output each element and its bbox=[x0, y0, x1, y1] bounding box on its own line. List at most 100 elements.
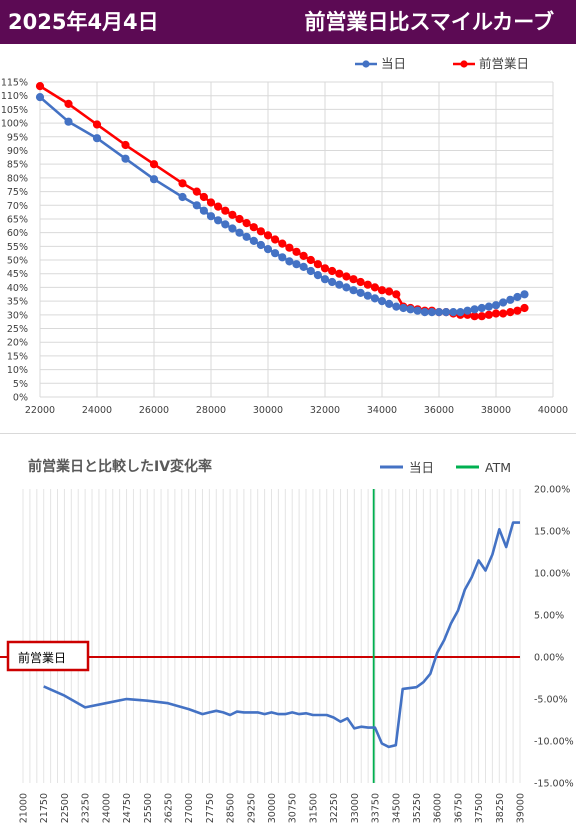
data-point bbox=[271, 249, 280, 258]
y-tick-label: 0% bbox=[13, 393, 28, 404]
data-point bbox=[285, 243, 294, 252]
data-point bbox=[506, 308, 515, 317]
data-point bbox=[385, 287, 394, 296]
y-tick-label: 5.00% bbox=[534, 611, 564, 622]
data-point bbox=[235, 228, 244, 237]
data-point bbox=[64, 117, 73, 126]
data-point bbox=[256, 227, 265, 236]
data-point bbox=[292, 247, 301, 256]
data-point bbox=[306, 255, 315, 265]
data-point bbox=[299, 262, 308, 271]
data-point bbox=[242, 232, 251, 241]
data-point bbox=[349, 286, 358, 295]
data-point bbox=[306, 266, 315, 276]
data-point bbox=[513, 306, 522, 315]
x-tick-label: 38250 bbox=[495, 793, 506, 823]
x-tick-label: 36000 bbox=[433, 793, 444, 823]
x-tick-label: 32000 bbox=[310, 405, 340, 416]
x-tick-label: 27000 bbox=[184, 793, 195, 823]
y-tick-label: 0.00% bbox=[534, 653, 564, 664]
series-line-today bbox=[39, 96, 525, 314]
y-tick-label: 80% bbox=[7, 173, 28, 184]
data-point bbox=[221, 206, 230, 215]
data-point bbox=[313, 260, 322, 269]
x-tick-label: 31500 bbox=[308, 793, 319, 823]
annotation-box bbox=[6, 640, 90, 672]
data-point bbox=[420, 308, 429, 317]
data-point bbox=[199, 192, 208, 202]
data-point bbox=[256, 240, 265, 250]
data-point bbox=[377, 286, 387, 295]
x-tick-label: 22000 bbox=[25, 405, 55, 416]
iv-change-chart: 前営業日と比較したIV変化率 -15.00% -10.00% -5.00% 0.00% 5… bbox=[0, 458, 574, 823]
y-tick-label: 90% bbox=[7, 146, 28, 157]
y-tick-label: 60% bbox=[7, 228, 28, 239]
y-tick-label: 10.00% bbox=[534, 569, 570, 580]
series-line-today bbox=[43, 521, 520, 749]
data-point bbox=[449, 308, 458, 317]
x-tick-label: 29250 bbox=[246, 793, 257, 823]
x-tick-label: 23250 bbox=[81, 793, 92, 823]
y-tick-label: 25% bbox=[7, 324, 28, 335]
data-point bbox=[335, 269, 344, 278]
data-point bbox=[456, 308, 465, 317]
y-tick-label: 75% bbox=[7, 187, 28, 198]
x-tick-label: 24000 bbox=[101, 793, 112, 823]
data-point bbox=[520, 290, 529, 299]
data-point bbox=[491, 309, 501, 318]
data-point bbox=[491, 301, 501, 310]
data-point bbox=[263, 231, 273, 240]
x-tick-label: 26250 bbox=[164, 793, 175, 823]
data-point bbox=[363, 280, 372, 289]
x-tick-label: 33750 bbox=[371, 793, 382, 823]
y-tick-label: 35% bbox=[7, 297, 28, 308]
x-tick-label: 25500 bbox=[143, 793, 154, 823]
x-tick-label: 28500 bbox=[226, 793, 237, 823]
x-tick-label: 30750 bbox=[288, 793, 299, 823]
section-divider bbox=[0, 433, 576, 434]
y-tick-label: 40% bbox=[7, 283, 28, 294]
data-point bbox=[292, 260, 301, 269]
data-point bbox=[214, 202, 223, 211]
smile-curve-chart: 0% 5% 10% 15% 20% 25% 30% 35% 40% 45% 50% 55% 60% 65%… bbox=[1, 56, 568, 416]
y-tick-label: 45% bbox=[7, 269, 28, 280]
legend-label: 当日 bbox=[409, 460, 434, 475]
data-point bbox=[392, 290, 401, 299]
y-tick-label: 20.00% bbox=[534, 485, 570, 496]
legend-label: 当日 bbox=[381, 56, 406, 71]
data-point bbox=[470, 305, 479, 314]
x-tick-label: 30000 bbox=[267, 793, 278, 823]
data-point bbox=[520, 303, 529, 313]
data-point bbox=[356, 288, 365, 297]
data-point bbox=[477, 312, 486, 321]
data-point bbox=[328, 266, 337, 276]
data-point bbox=[35, 93, 45, 102]
y-tick-label: 110% bbox=[1, 91, 28, 102]
data-point bbox=[413, 306, 422, 315]
chart-title: 前営業日と比較したIV変化率 bbox=[28, 458, 212, 475]
y-tick-label: 70% bbox=[7, 201, 28, 212]
y-tick-label: 105% bbox=[1, 105, 28, 116]
data-point bbox=[328, 277, 337, 287]
x-tick-label: 27750 bbox=[205, 793, 216, 823]
x-tick-label: 35250 bbox=[412, 793, 423, 823]
data-point bbox=[313, 271, 322, 280]
x-tick-label: 40000 bbox=[538, 405, 568, 416]
data-point bbox=[356, 277, 365, 287]
data-point bbox=[271, 235, 280, 244]
y-tick-label: 15% bbox=[7, 351, 28, 362]
x-tick-label: 32250 bbox=[329, 793, 340, 823]
data-point bbox=[349, 275, 358, 284]
x-tick-label: 21750 bbox=[39, 793, 50, 823]
data-point bbox=[427, 308, 436, 317]
data-point bbox=[320, 275, 330, 284]
y-tick-label: 30% bbox=[7, 310, 28, 321]
y-tick-label: 65% bbox=[7, 214, 28, 225]
data-point bbox=[178, 179, 187, 188]
data-point bbox=[392, 302, 401, 311]
y-tick-label: 10% bbox=[7, 365, 28, 376]
data-point bbox=[377, 297, 387, 306]
data-point bbox=[278, 239, 287, 248]
data-point bbox=[399, 303, 408, 313]
data-point bbox=[484, 310, 493, 319]
